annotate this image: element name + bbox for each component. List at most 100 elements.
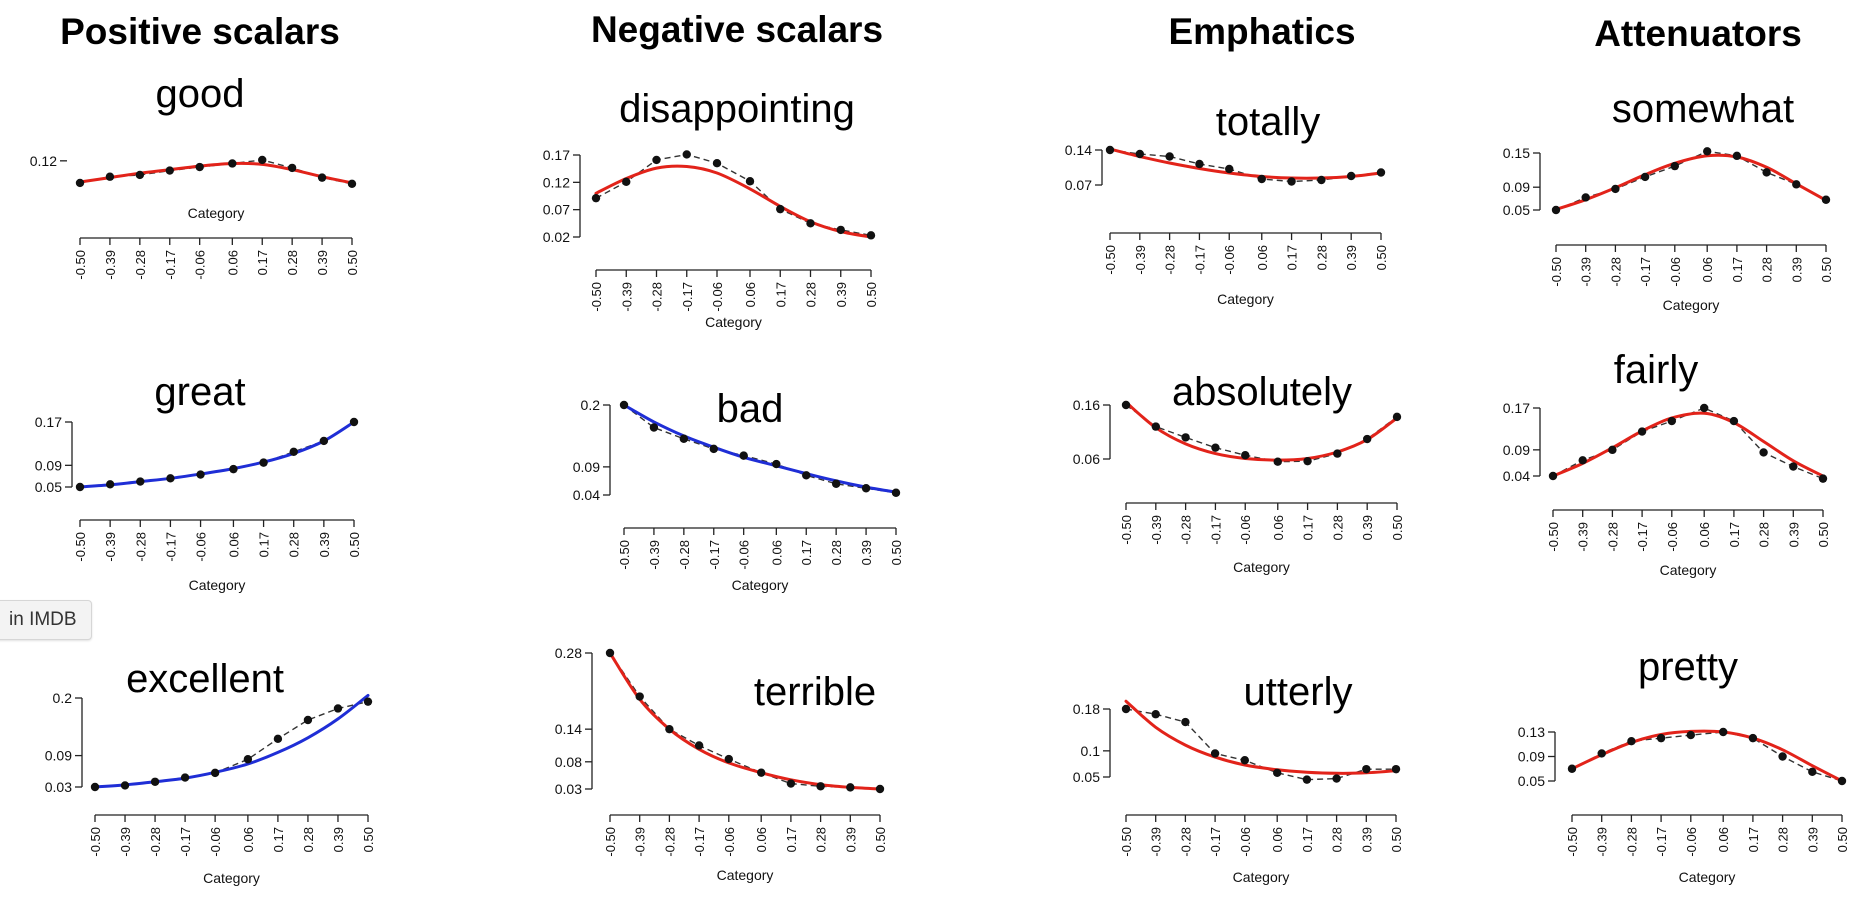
x-tick-label-fairly: -0.06 <box>1665 522 1680 552</box>
data-point-fairly <box>1700 403 1709 413</box>
column-title-positive: Positive scalars <box>60 11 340 52</box>
column-title-attenuators: Attenuators <box>1594 13 1802 54</box>
data-point-terrible <box>757 768 766 777</box>
x-tick-label-good: 0.06 <box>225 250 240 275</box>
x-axis-label-somewhat: Category <box>1663 297 1720 313</box>
x-tick-label-totally: -0.39 <box>1133 245 1148 275</box>
x-tick-label-disappointing: 0.28 <box>804 282 819 307</box>
x-tick-label-terrible: 0.06 <box>754 827 769 852</box>
x-tick-label-totally: 0.39 <box>1344 245 1359 270</box>
data-point-good <box>135 170 145 180</box>
x-tick-label-terrible: -0.39 <box>633 827 648 857</box>
x-tick-label-good: -0.06 <box>193 250 208 280</box>
x-axis-label-bad: Category <box>732 577 789 593</box>
x-tick-label-utterly: 0.28 <box>1330 827 1345 852</box>
data-point-utterly <box>1391 764 1401 774</box>
data-point-utterly <box>1240 756 1250 765</box>
data-point-utterly <box>1302 775 1312 784</box>
fit-curve-totally <box>1108 147 1383 180</box>
panel-title-fairly: fairly <box>1614 348 1698 392</box>
x-tick-label-somewhat: 0.28 <box>1760 257 1775 282</box>
y-tick-label-great: 0.05 <box>35 479 62 495</box>
data-point-pretty <box>1748 733 1758 743</box>
fit-curve-good <box>78 161 354 185</box>
data-point-somewhat <box>1581 193 1590 202</box>
y-tick-label-bad: 0.2 <box>581 397 601 413</box>
x-axis-label-excellent: Category <box>203 870 260 886</box>
y-tick-label-somewhat: 0.15 <box>1503 145 1530 161</box>
data-point-bad <box>802 471 811 480</box>
data-point-totally <box>1346 171 1356 181</box>
data-point-good <box>165 166 174 175</box>
x-tick-label-excellent: 0.06 <box>241 827 256 852</box>
data-point-somewhat <box>1732 151 1742 161</box>
data-point-fairly <box>1608 445 1617 455</box>
x-axis-label-great: Category <box>189 577 246 593</box>
data-point-good <box>105 172 115 181</box>
y-tick-label-absolutely: 0.06 <box>1073 451 1100 467</box>
panel-title-good: good <box>156 72 245 116</box>
y-tick-label-utterly: 0.05 <box>1073 769 1100 785</box>
y-tick-label-excellent: 0.09 <box>45 748 72 764</box>
data-point-absolutely <box>1273 457 1282 466</box>
x-tick-label-pretty: 0.28 <box>1776 827 1791 852</box>
y-tick-label-absolutely: 0.16 <box>1073 397 1100 413</box>
data-point-good <box>228 159 237 168</box>
x-tick-label-somewhat: 0.06 <box>1700 257 1715 282</box>
y-tick-label-pretty: 0.13 <box>1518 724 1545 740</box>
x-axis-label-terrible: Category <box>717 867 774 883</box>
x-tick-label-good: 0.39 <box>315 250 330 275</box>
fit-curve-terrible <box>608 651 882 791</box>
x-tick-label-utterly: -0.06 <box>1238 827 1253 857</box>
data-point-somewhat <box>1640 172 1650 182</box>
data-point-bad <box>649 423 659 432</box>
data-point-utterly <box>1181 717 1190 727</box>
data-point-disappointing <box>836 225 845 235</box>
x-tick-label-absolutely: -0.06 <box>1238 515 1253 545</box>
x-tick-label-disappointing: 0.39 <box>834 282 849 307</box>
x-tick-label-absolutely: 0.06 <box>1271 515 1286 540</box>
data-point-somewhat <box>1551 205 1561 215</box>
data-point-fairly <box>1759 448 1768 457</box>
y-tick-label-great: 0.17 <box>35 414 62 430</box>
data-point-great <box>319 436 329 446</box>
panel-good: good 0.12 -0.50 -0.39 -0.28 -0.17 -0.06 0.06 0.1… <box>30 72 360 280</box>
y-tick-label-disappointing: 0.07 <box>543 202 570 218</box>
y-tick-label-excellent: 0.03 <box>45 779 72 795</box>
data-point-utterly <box>1273 768 1282 778</box>
data-point-bad <box>679 434 689 443</box>
data-point-terrible <box>846 783 855 792</box>
x-tick-label-absolutely: 0.39 <box>1360 515 1375 540</box>
x-tick-label-totally: -0.28 <box>1163 245 1178 275</box>
data-point-absolutely <box>1181 433 1190 442</box>
panel-somewhat: somewhat 0.15 0.09 0.05 -0.50 -0.39 -0.28 -0.17… <box>1503 87 1834 313</box>
data-point-disappointing <box>776 204 785 214</box>
x-tick-label-terrible: -0.50 <box>603 827 618 857</box>
data-point-somewhat <box>1792 180 1801 189</box>
x-tick-label-somewhat: -0.39 <box>1579 257 1594 287</box>
x-tick-label-bad: 0.28 <box>829 540 844 565</box>
data-point-disappointing <box>682 150 691 159</box>
data-point-excellent <box>180 773 190 782</box>
x-tick-label-great: -0.39 <box>103 532 118 562</box>
x-tick-label-excellent: 0.28 <box>301 827 316 852</box>
data-point-great <box>349 417 359 427</box>
x-tick-label-totally: -0.06 <box>1222 245 1237 275</box>
x-tick-label-bad: -0.50 <box>617 540 632 570</box>
data-point-excellent <box>273 734 283 744</box>
data-point-terrible <box>694 741 704 750</box>
x-tick-label-somewhat: -0.17 <box>1638 257 1653 287</box>
panel-absolutely: absolutely 0.16 0.06 -0.50 -0.39 -0.28 -0.17 -0… <box>1073 370 1405 575</box>
x-tick-label-pretty: -0.28 <box>1624 827 1639 857</box>
x-tick-label-excellent: 0.50 <box>361 827 376 852</box>
data-point-somewhat <box>1670 161 1680 171</box>
x-tick-label-somewhat: -0.28 <box>1608 257 1623 287</box>
x-tick-label-great: -0.50 <box>73 532 88 562</box>
x-tick-label-somewhat: 0.39 <box>1789 257 1804 282</box>
data-point-bad <box>861 484 871 493</box>
x-axis-label-good: Category <box>188 205 245 221</box>
data-point-disappointing <box>591 193 601 203</box>
x-tick-label-pretty: 0.50 <box>1835 827 1850 852</box>
y-tick-label-utterly: 0.18 <box>1073 701 1100 717</box>
